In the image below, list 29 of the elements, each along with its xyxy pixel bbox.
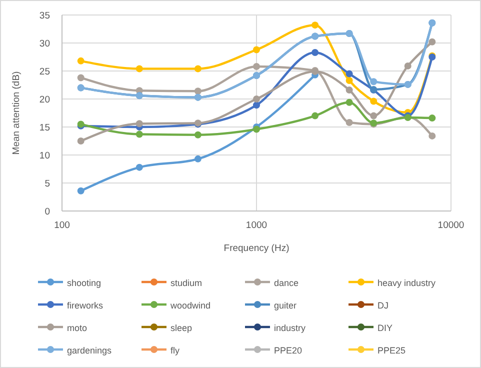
- y-tick-label: 20: [39, 94, 50, 106]
- legend-label: PPE20: [274, 346, 302, 356]
- y-tick-label: 35: [39, 10, 50, 22]
- x-tick-label: 10000: [438, 220, 464, 231]
- x-tick-label: 100: [54, 220, 70, 231]
- legend-label: guiter: [274, 300, 297, 310]
- legend-label: dance: [274, 278, 299, 288]
- legend-label: studium: [170, 278, 202, 288]
- legend-label: industry: [274, 323, 306, 333]
- y-tick-label: 0: [44, 206, 50, 218]
- y-tick-label: 30: [39, 38, 50, 50]
- y-tick-label: 10: [39, 150, 50, 162]
- legend-label: heavy industry: [378, 278, 436, 288]
- legend-label: fireworks: [67, 300, 104, 310]
- y-tick-label: 25: [39, 66, 50, 78]
- x-tick-label: 1000: [246, 220, 268, 231]
- x-axis-title: Frequency (Hz): [224, 243, 290, 254]
- y-tick-label: 15: [39, 122, 50, 134]
- legend-label: PPE25: [378, 346, 406, 356]
- legend-label: fly: [170, 346, 180, 356]
- legend-label: DJ: [378, 300, 388, 310]
- legend-label: moto: [67, 323, 88, 333]
- y-tick-label: 5: [44, 178, 50, 190]
- y-axis-title: Mean attention (dB): [11, 71, 22, 155]
- legend-label: woodwind: [170, 300, 211, 310]
- legend-label: sleep: [170, 323, 192, 333]
- legend-label: gardenings: [67, 346, 112, 356]
- legend-label: DIY: [378, 323, 393, 333]
- legend-label: shooting: [67, 278, 102, 288]
